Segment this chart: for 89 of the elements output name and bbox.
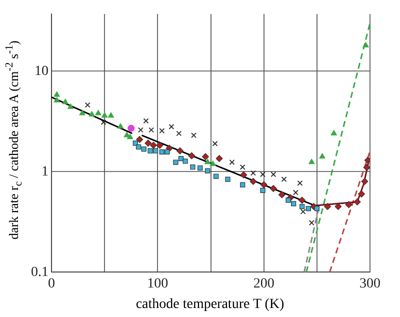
point [240,164,246,170]
point [176,130,182,136]
point [250,178,257,185]
y-tick-label: 10 [34,64,48,79]
point [117,123,124,129]
point [364,156,370,164]
point [128,124,135,132]
point [314,206,320,212]
point [240,182,246,188]
point [102,112,108,118]
x-tick-label: 0 [48,276,55,292]
point [202,153,209,160]
point [54,91,60,97]
point [299,204,305,210]
point [159,149,164,155]
point [95,110,102,116]
point [143,118,149,124]
y-tick-label: 0.1 [31,264,48,280]
point [362,42,369,48]
point [270,185,277,192]
point [150,142,157,149]
y-tick-label: 1 [42,164,48,180]
point [188,152,196,160]
point [354,198,361,206]
point [286,198,291,203]
point [270,172,276,178]
point [330,130,337,136]
point [136,144,142,150]
point [308,158,315,164]
point [260,181,268,188]
point [141,146,146,152]
point [358,190,366,198]
point [324,203,332,210]
point [54,97,60,102]
point [278,191,286,198]
point [164,149,170,155]
point [297,180,303,186]
point [291,201,296,206]
point [132,140,138,146]
point [182,158,188,164]
x-tick-label: 100 [147,276,168,292]
point [363,164,370,171]
point [191,132,197,138]
point [205,168,210,174]
point [260,188,266,194]
point [204,158,211,164]
point [100,120,106,126]
point [306,206,311,212]
point [126,134,134,140]
point [334,203,342,210]
point [308,220,314,226]
point [361,178,368,185]
point [250,170,256,176]
point [300,208,306,214]
point [216,155,223,162]
point [159,128,165,134]
point [88,111,95,116]
point [292,190,298,196]
point [148,148,153,154]
point [298,196,306,204]
point [176,147,184,154]
point [62,98,68,104]
point [225,176,230,182]
x-tick-label: 200 [253,276,274,292]
point [198,165,203,170]
point [260,172,266,178]
point [240,171,248,178]
point [210,160,216,166]
point [144,140,152,147]
point [190,164,196,170]
point [173,160,178,165]
point [168,124,174,130]
point [108,112,114,118]
point [79,110,86,116]
point [281,176,287,182]
point [212,140,218,146]
x-tick-label: 300 [360,276,380,292]
x-axis-title: cathode temperature T (K) [134,297,286,313]
point [152,148,158,154]
point [84,102,90,108]
point [229,160,235,166]
point [136,136,144,143]
point [345,201,352,208]
point [319,153,326,159]
point [138,127,144,133]
point [68,103,74,109]
point [213,174,219,179]
point [156,142,164,149]
point [148,127,154,133]
